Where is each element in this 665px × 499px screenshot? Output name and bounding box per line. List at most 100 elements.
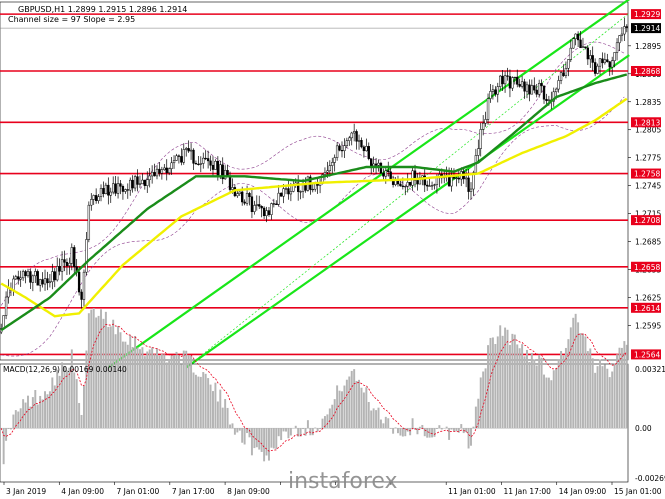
candle-body	[528, 84, 531, 95]
candle-body	[29, 271, 32, 283]
macd-bar	[589, 348, 592, 429]
candle-body	[199, 163, 202, 165]
macd-bar	[39, 395, 42, 429]
macd-bar	[331, 404, 334, 429]
macd-bar	[348, 376, 351, 429]
candle-body	[124, 189, 127, 192]
candle-body	[148, 175, 151, 180]
macd-bar	[350, 370, 353, 429]
candle-body	[216, 160, 220, 177]
candle-body	[323, 172, 327, 175]
price-panel-frame	[0, 1, 629, 361]
time-tick-label: 8 Jan 09:00	[227, 487, 270, 496]
candle-body	[377, 162, 380, 166]
candle-body	[469, 188, 473, 192]
macd-bar	[270, 428, 273, 448]
macd-bar	[581, 333, 584, 429]
ma-slow-line	[0, 97, 628, 318]
macd-bar	[138, 349, 141, 429]
candle-body	[102, 188, 105, 195]
candle-body	[221, 164, 224, 180]
candle-body	[311, 188, 314, 191]
macd-bar	[148, 349, 151, 429]
macd-bar	[36, 404, 39, 429]
candle-body	[589, 55, 592, 60]
macd-bar	[435, 428, 438, 430]
candle-body	[352, 131, 356, 134]
macd-bar	[545, 377, 548, 429]
candle-body	[43, 278, 47, 285]
candle-body	[167, 168, 171, 174]
level-label: 1.2658	[634, 263, 660, 272]
macd-bar	[394, 427, 397, 429]
candle-body	[270, 203, 273, 215]
time-tick-label: 3 Jan 2019	[6, 487, 46, 496]
macd-bar	[523, 356, 526, 429]
candle-body	[160, 169, 164, 174]
candle-body	[499, 75, 502, 87]
candle-body	[284, 188, 288, 190]
macd-bar	[482, 371, 485, 429]
candle-body	[618, 35, 621, 44]
macd-bar	[467, 428, 470, 449]
candle-body	[104, 184, 108, 195]
macd-bar	[314, 427, 317, 429]
macd-bar	[477, 398, 480, 429]
macd-bar	[333, 399, 336, 429]
macd-bar	[426, 428, 429, 438]
candle-body	[211, 164, 215, 170]
candle-body	[404, 186, 407, 188]
macd-bar	[255, 428, 258, 448]
macd-bar	[236, 428, 239, 433]
candle-body	[187, 148, 190, 152]
candle-body	[623, 26, 626, 35]
macd-bar	[9, 428, 12, 430]
macd-bar	[165, 362, 168, 429]
macd-bar	[601, 366, 604, 429]
candle-body	[163, 167, 166, 171]
macd-bar	[199, 376, 202, 429]
candle-body	[87, 204, 91, 240]
macd-bar	[44, 391, 47, 429]
price-tick-label: 1.2595	[635, 322, 661, 331]
macd-bar	[156, 348, 158, 429]
macd-bar	[158, 355, 161, 429]
candle-body	[494, 89, 497, 95]
candle-body	[374, 163, 378, 166]
macd-tick-label: 0.00321	[635, 365, 665, 374]
macd-bar	[474, 406, 477, 429]
macd-bar	[265, 428, 268, 456]
macd-bar	[207, 378, 210, 429]
candle-body	[155, 168, 159, 177]
macd-bar	[287, 428, 290, 439]
candle-body	[367, 146, 370, 159]
macd-bar	[41, 399, 44, 429]
macd-bar	[603, 364, 606, 429]
price-tick-label: 1.2895	[635, 42, 661, 51]
macd-bar	[121, 341, 124, 429]
candle-body	[262, 207, 266, 217]
candle-body	[56, 266, 59, 281]
macd-bar	[214, 382, 217, 429]
level-label: 1.2614	[634, 304, 660, 313]
candle-body	[77, 271, 81, 293]
macd-bar	[506, 329, 509, 429]
macd-bar	[153, 354, 156, 429]
current-price-box	[631, 23, 661, 34]
candle-body	[486, 98, 490, 120]
candle-body	[34, 271, 37, 277]
candle-body	[596, 65, 599, 74]
macd-bar	[440, 428, 443, 430]
candle-body	[58, 266, 61, 272]
candle-body	[426, 184, 429, 187]
macd-bar	[129, 335, 132, 429]
candle-body	[569, 47, 572, 60]
macd-panel: MACD(12,26,9) 0.00169 0.00140	[0, 308, 629, 483]
candle-body	[214, 160, 217, 170]
candle-body	[129, 179, 132, 191]
macd-bar	[294, 425, 297, 429]
macd-bar	[119, 332, 122, 429]
macd-bar	[372, 408, 375, 429]
macd-bar	[309, 428, 312, 436]
macd-bar	[5, 428, 8, 441]
